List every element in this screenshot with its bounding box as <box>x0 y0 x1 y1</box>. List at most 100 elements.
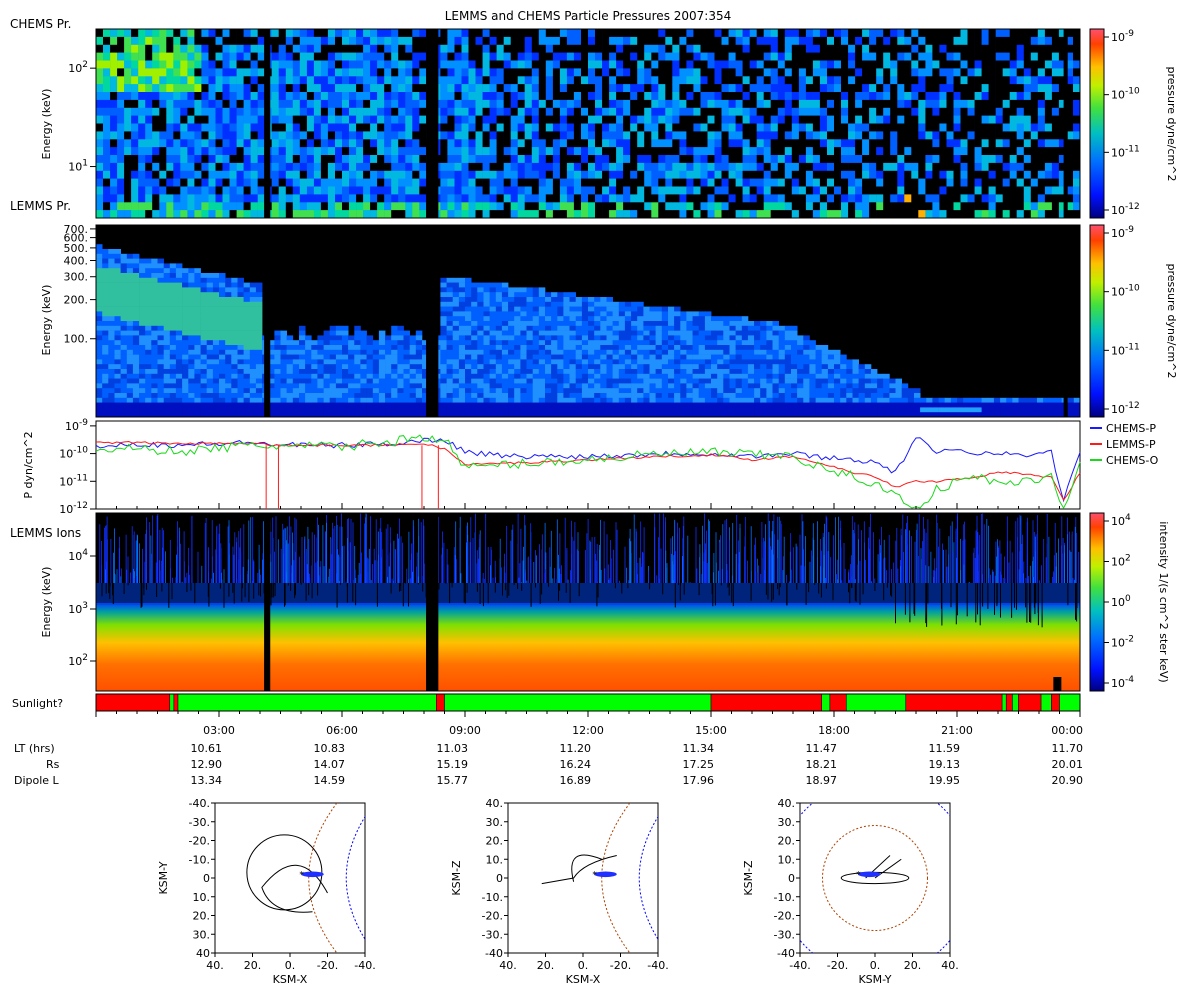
lemms-cell <box>151 331 158 336</box>
chems-cell <box>989 61 996 69</box>
chems-cell <box>159 84 166 92</box>
lemms-cell <box>127 283 134 288</box>
chems-cell <box>757 139 764 147</box>
chems-cell <box>588 116 595 124</box>
lemms-cell <box>360 340 367 345</box>
chems-cell <box>1024 202 1031 210</box>
lemms-cell <box>397 335 404 340</box>
chems-cell <box>1017 210 1024 218</box>
chems-cell <box>911 147 918 155</box>
chems-cell <box>117 124 124 132</box>
chems-cell <box>462 210 469 218</box>
chems-cell <box>497 92 504 100</box>
chems-cell <box>469 147 476 155</box>
chems-cell <box>96 210 103 218</box>
chems-cell <box>996 76 1003 84</box>
chems-cell <box>947 210 954 218</box>
chems-cell <box>342 147 349 155</box>
chems-cell <box>187 171 194 179</box>
lemms-cell <box>238 278 245 283</box>
chems-cell <box>855 68 862 76</box>
chems-cell <box>180 61 187 69</box>
chems-cell <box>686 131 693 139</box>
chems-cell <box>391 45 398 53</box>
chems-cell <box>230 100 237 108</box>
chems-cell <box>574 45 581 53</box>
lemms-cell <box>219 287 226 292</box>
chems-cell <box>968 116 975 124</box>
chems-cell <box>230 139 237 147</box>
chems-cell <box>595 179 602 187</box>
chems-cell <box>419 202 426 210</box>
chems-cell <box>1003 194 1010 202</box>
chems-cell <box>511 163 518 171</box>
lemms-cell <box>102 364 109 369</box>
lemms-cell <box>244 302 251 307</box>
lemms-cell <box>385 407 392 412</box>
chems-cell <box>314 100 321 108</box>
chems-cell <box>651 155 658 163</box>
chems-cell <box>230 92 237 100</box>
lemms-cell <box>176 359 183 364</box>
chems-cell <box>820 131 827 139</box>
lemms-cell <box>151 273 158 278</box>
chems-cell <box>686 68 693 76</box>
chems-cell <box>138 155 145 163</box>
chems-cell <box>1045 29 1052 37</box>
lemms-cell <box>342 388 349 393</box>
lemms-cell <box>477 350 484 355</box>
chems-cell <box>398 139 405 147</box>
lemms-cell <box>287 340 294 345</box>
chems-cell <box>209 210 216 218</box>
lemms-cell <box>115 316 122 321</box>
chems-cell <box>799 202 806 210</box>
lemms-cell <box>96 287 103 292</box>
chems-cell <box>216 179 223 187</box>
lemms-cell <box>477 292 484 297</box>
lemms-cell <box>293 398 300 403</box>
chems-cell <box>1003 53 1010 61</box>
lemms-cell <box>256 398 263 403</box>
chems-cell <box>180 187 187 195</box>
chems-cell <box>1024 194 1031 202</box>
chems-cell <box>560 202 567 210</box>
chems-cell <box>637 53 644 61</box>
lemms-cell <box>330 345 337 350</box>
chems-cell <box>124 92 131 100</box>
chems-cell <box>145 179 152 187</box>
chems-cell <box>729 108 736 116</box>
lemms-cell <box>219 355 226 360</box>
chems-cell <box>209 124 216 132</box>
chems-cell <box>616 53 623 61</box>
lemms-cell <box>188 297 195 302</box>
chems-cell <box>462 202 469 210</box>
chems-cell <box>110 202 117 210</box>
lemms-cell <box>139 340 146 345</box>
chems-cell <box>701 29 708 37</box>
chems-cell <box>609 116 616 124</box>
chems-cell <box>925 68 932 76</box>
lemms-cell <box>133 355 140 360</box>
lemms-cell <box>133 340 140 345</box>
lemms-cell <box>324 369 331 374</box>
chems-cell <box>813 84 820 92</box>
lemms-cell <box>182 283 189 288</box>
lemms-cell <box>108 283 115 288</box>
lemms-cell <box>459 340 466 345</box>
chems-cell <box>300 29 307 37</box>
chems-cell <box>778 171 785 179</box>
chems-cell <box>328 139 335 147</box>
chems-cell <box>743 53 750 61</box>
chems-cell <box>251 155 258 163</box>
lemms-cell <box>207 359 214 364</box>
chems-cell <box>581 108 588 116</box>
chems-cell <box>1010 76 1017 84</box>
lemms-cell <box>385 379 392 384</box>
chems-cell <box>117 187 124 195</box>
chems-cell <box>321 194 328 202</box>
lemms-cell <box>176 326 183 331</box>
chems-cell <box>792 68 799 76</box>
lemms-cell <box>367 355 374 360</box>
chems-cell <box>391 92 398 100</box>
chems-cell <box>201 155 208 163</box>
